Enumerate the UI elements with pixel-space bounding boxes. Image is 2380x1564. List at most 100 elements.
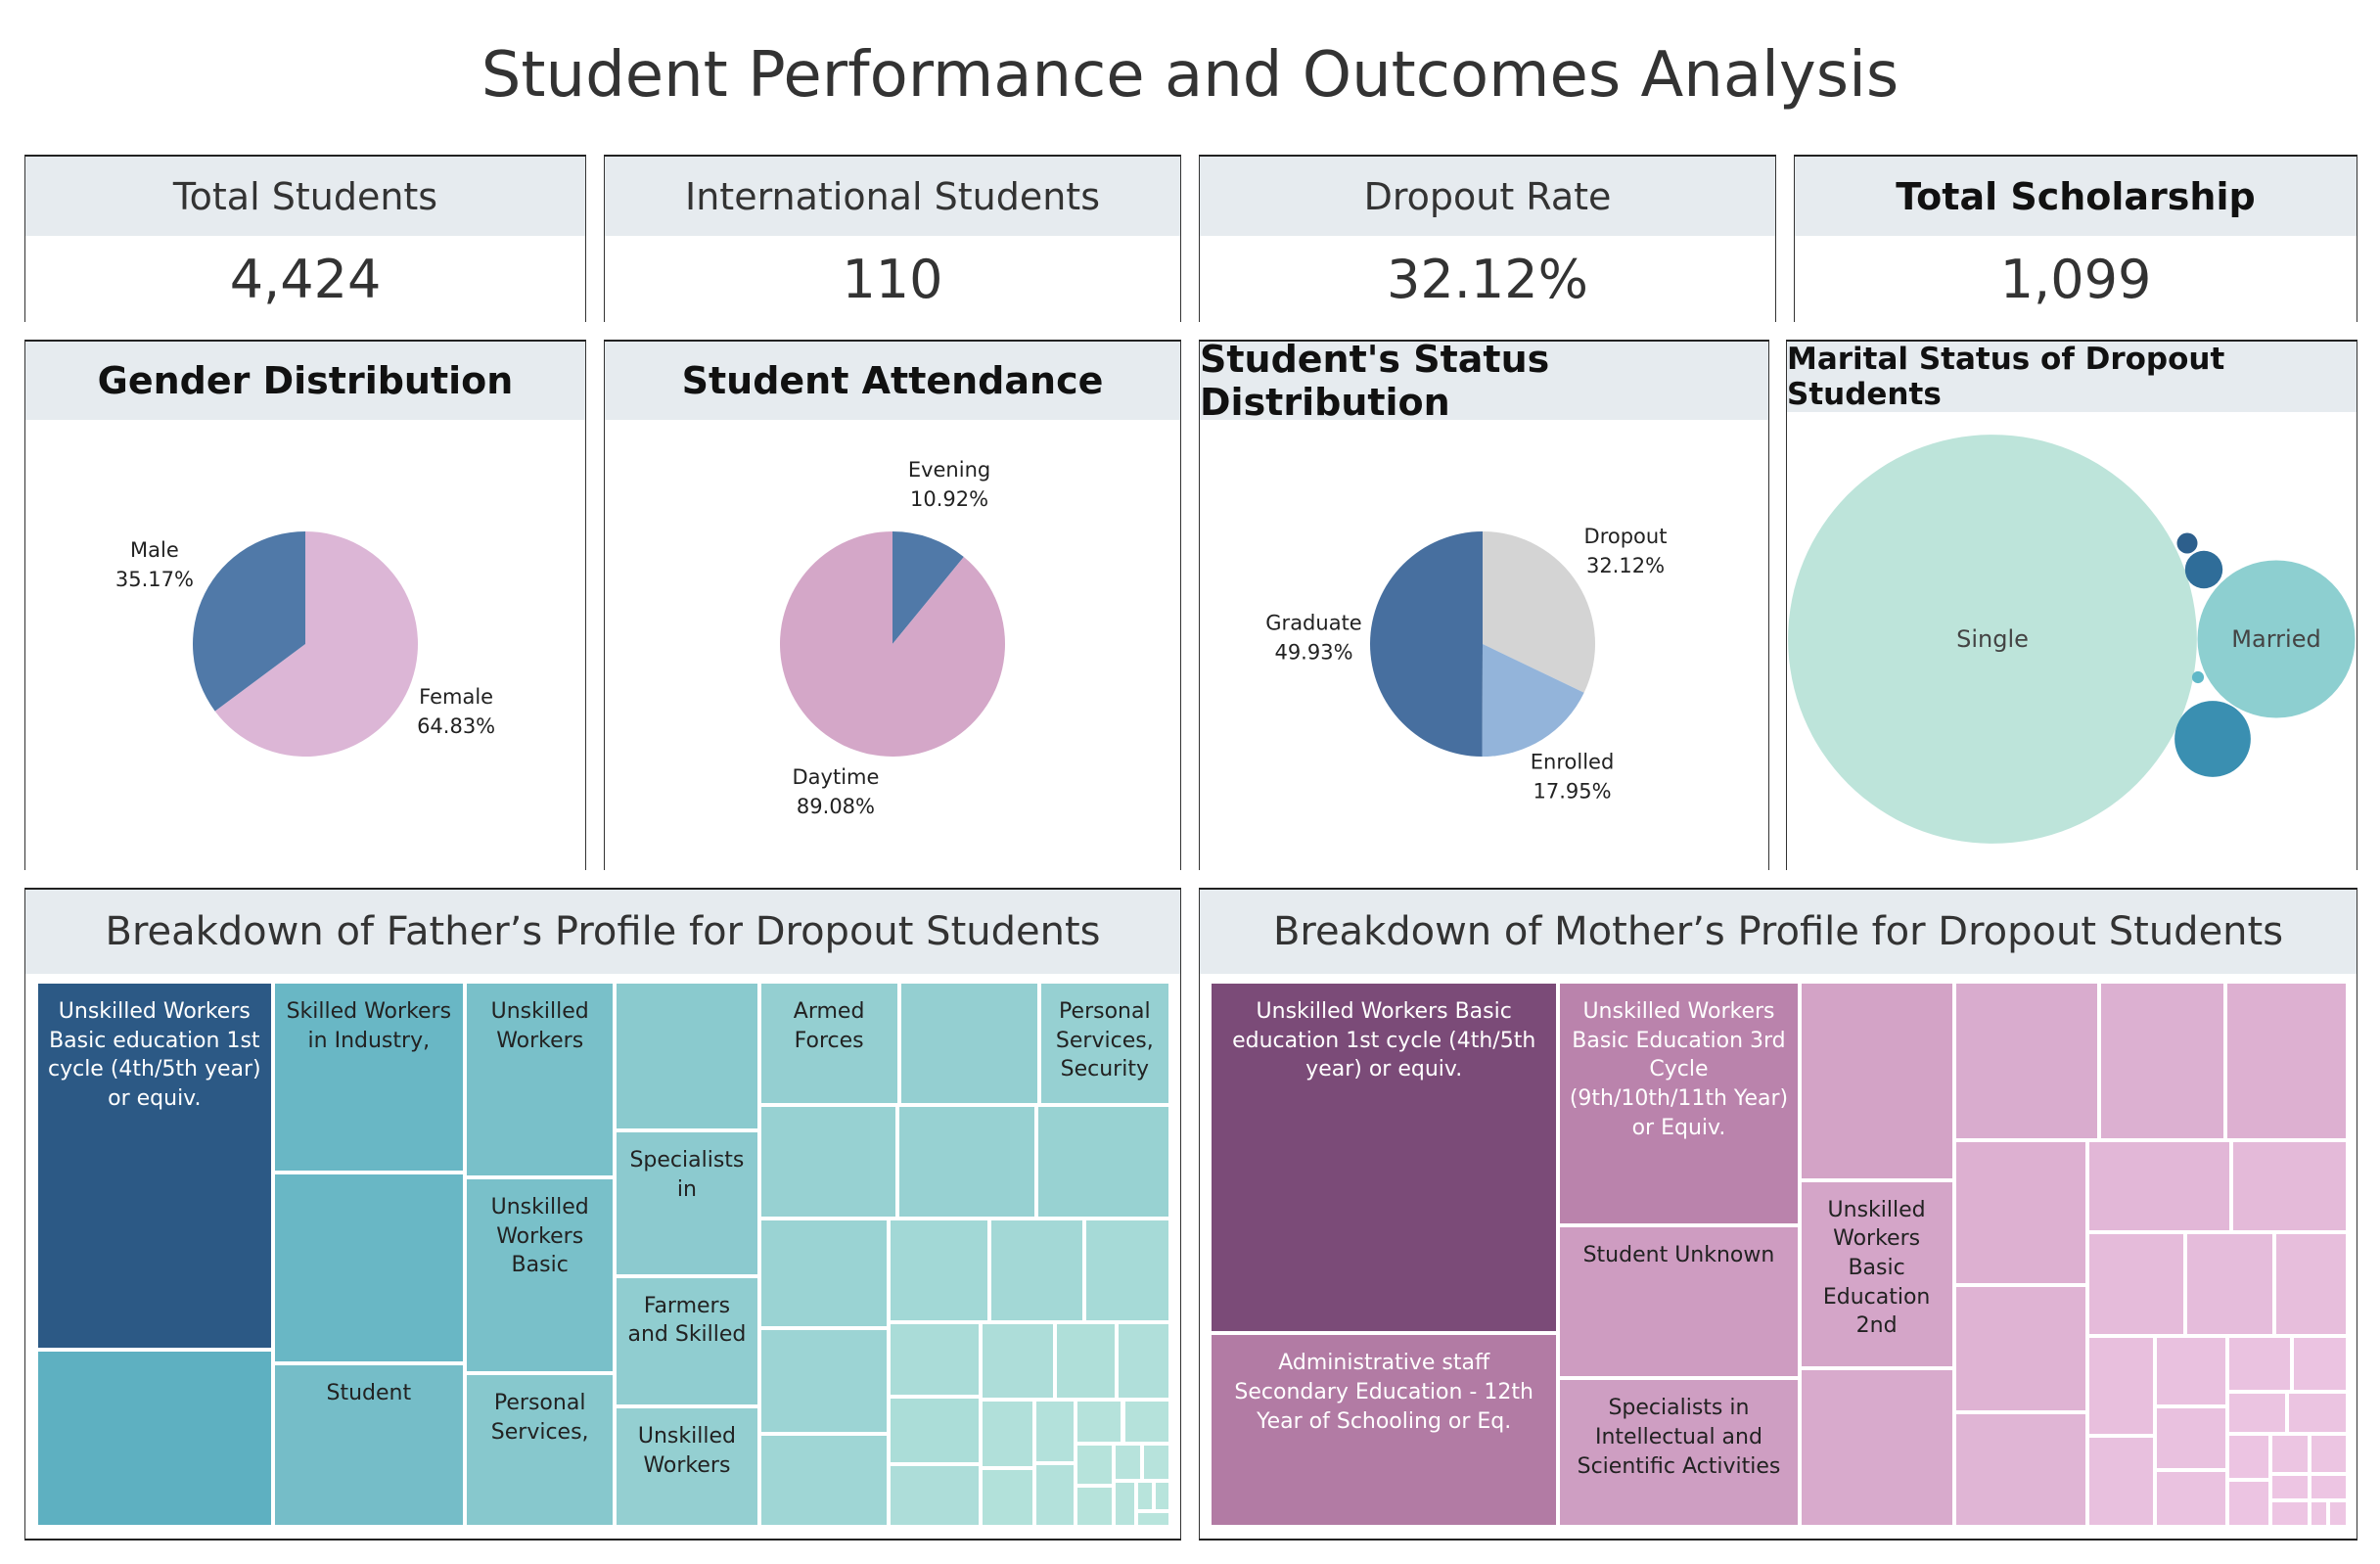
treemap-tile: Specialists in <box>615 1130 759 1276</box>
treemap-tile <box>2226 1336 2293 1392</box>
treemap-tile <box>2270 1499 2310 1527</box>
kpi-label: Total Scholarship <box>1795 157 2357 236</box>
tile-label: Personal Services, <box>490 1390 589 1445</box>
tile-label: Student <box>326 1380 412 1405</box>
treemap-tile <box>1076 1485 1114 1527</box>
treemap-tile: Unskilled Workers Basic Education 2nd <box>1799 1179 1954 1368</box>
treemap-tile <box>2087 1336 2155 1436</box>
treemap-tile <box>2270 1473 2310 1500</box>
treemap-tile <box>1033 1463 1076 1527</box>
chart-title: Student's Status Distribution <box>1200 338 1768 424</box>
treemap-tile <box>1953 982 2100 1140</box>
tile-label: Student Unknown <box>1582 1243 1775 1268</box>
treemap-tile: Student Unknown <box>1558 1225 1800 1379</box>
treemap: Unskilled Workers Basic education 1st cy… <box>1210 982 2348 1527</box>
tile-label: Unskilled Workers Basic <box>490 1194 589 1278</box>
treemap-tile <box>2154 1406 2227 1471</box>
treemap-tile <box>988 1219 1085 1323</box>
treemap-tile <box>2226 1480 2271 1527</box>
treemap-tile <box>981 1468 1034 1527</box>
tile-label: Unskilled Workers Basic education 1st cy… <box>1232 999 1536 1082</box>
treemap-tile: Personal Services, <box>465 1372 616 1527</box>
chart-panel: Breakdown of Mother’s Profile for Dropou… <box>1199 888 2357 1541</box>
treemap-tile <box>1076 1444 1114 1486</box>
treemap-tile: Specialists in Intellectual and Scientif… <box>1558 1378 1800 1527</box>
treemap-tile <box>758 1327 889 1434</box>
treemap-tile <box>2087 1139 2232 1233</box>
tile-label: Unskilled Workers <box>490 999 589 1053</box>
treemap-tile <box>615 982 759 1131</box>
treemap-tile <box>1076 1400 1123 1445</box>
chart-panel: Gender Distribution <box>24 340 586 870</box>
treemap-tile <box>272 1172 466 1363</box>
kpi-label: Dropout Rate <box>1200 157 1775 236</box>
treemap-tile <box>1953 1139 2087 1286</box>
treemap-tile: Unskilled Workers Basic education 1st cy… <box>1210 982 1559 1334</box>
chart-title: Student Attendance <box>605 342 1180 420</box>
chart-title: Marital Status of Dropout Students <box>1787 342 2357 412</box>
treemap-tile <box>758 1105 898 1219</box>
kpi-card: Total Students 4,424 <box>24 155 586 322</box>
kpi-value: 110 <box>842 248 943 310</box>
treemap-tile <box>888 1396 981 1465</box>
kpi-label: Total Students <box>25 157 585 236</box>
kpi-value: 1,099 <box>1999 248 2152 310</box>
treemap-tile: Administrative staff Secondary Education… <box>1210 1333 1559 1527</box>
tile-label: Farmers and Skilled <box>627 1293 747 1348</box>
treemap-tile <box>1033 1400 1076 1464</box>
treemap-tile <box>2309 1473 2348 1500</box>
treemap-tile <box>1136 1480 1154 1512</box>
treemap-tile <box>2287 1391 2348 1434</box>
treemap-tile <box>1141 1444 1170 1481</box>
treemap-tile <box>1122 1400 1170 1445</box>
chart-panel: Student's Status Distribution <box>1199 338 1769 870</box>
treemap-tile: Armed Forces <box>758 982 899 1106</box>
dashboard-title: Student Performance and Outcomes Analysi… <box>481 39 1899 112</box>
treemap-tile <box>2292 1336 2348 1392</box>
tile-label: Unskilled Workers Basic Education 3rd Cy… <box>1569 999 1789 1140</box>
treemap-tile <box>888 1219 989 1323</box>
treemap-tile <box>1116 1322 1170 1401</box>
treemap-tile: Unskilled Workers <box>615 1406 759 1527</box>
treemap-tile: Skilled Workers in Industry, <box>272 982 466 1173</box>
treemap-tile <box>888 1464 981 1527</box>
treemap: Unskilled Workers Basic education 1st cy… <box>36 982 1170 1527</box>
treemap-tile <box>2328 1499 2348 1527</box>
kpi-value: 4,424 <box>229 248 382 310</box>
treemap-tile <box>1084 1219 1170 1323</box>
treemap-tile <box>2273 1232 2348 1337</box>
treemap-tile <box>888 1322 981 1397</box>
treemap-tile <box>758 1433 889 1527</box>
treemap-tile <box>981 1322 1056 1401</box>
treemap-tile <box>898 982 1039 1106</box>
treemap-tile <box>2226 1433 2271 1481</box>
treemap-tile <box>1799 1367 1954 1527</box>
treemap-tile: Unskilled Workers Basic education 1st cy… <box>36 982 273 1350</box>
treemap-tile: Student <box>272 1362 466 1527</box>
treemap-tile <box>2270 1433 2310 1474</box>
tile-label: Specialists in Intellectual and Scientif… <box>1577 1396 1781 1479</box>
chart-title: Gender Distribution <box>25 342 585 420</box>
treemap-tile <box>2154 1470 2227 1527</box>
tile-label: Unskilled Workers <box>637 1424 736 1479</box>
treemap-tile: Unskilled Workers Basic Education 3rd Cy… <box>1558 982 1800 1226</box>
treemap-tile <box>2185 1232 2274 1337</box>
treemap-tile <box>2154 1336 2227 1407</box>
kpi-card: International Students 110 <box>604 155 1181 322</box>
treemap-tile <box>1153 1480 1170 1512</box>
treemap-tile <box>1953 1411 2087 1527</box>
treemap-tile <box>897 1105 1036 1219</box>
kpi-value: 32.12% <box>1387 248 1588 310</box>
treemap-tile <box>2224 982 2348 1140</box>
kpi-card: Total Scholarship 1,099 <box>1794 155 2357 322</box>
treemap-tile <box>2099 982 2225 1140</box>
treemap-tile: Unskilled Workers Basic <box>465 1176 616 1373</box>
treemap-tile <box>758 1219 889 1328</box>
treemap-tile <box>1799 982 1954 1180</box>
treemap-tile <box>1113 1480 1137 1527</box>
treemap-tile: Unskilled Workers <box>465 982 616 1177</box>
chart-panel: Breakdown of Father’s Profile for Dropou… <box>24 888 1181 1541</box>
tile-label: Unskilled Workers Basic education 1st cy… <box>47 999 261 1112</box>
tile-label: Armed Forces <box>793 999 865 1053</box>
